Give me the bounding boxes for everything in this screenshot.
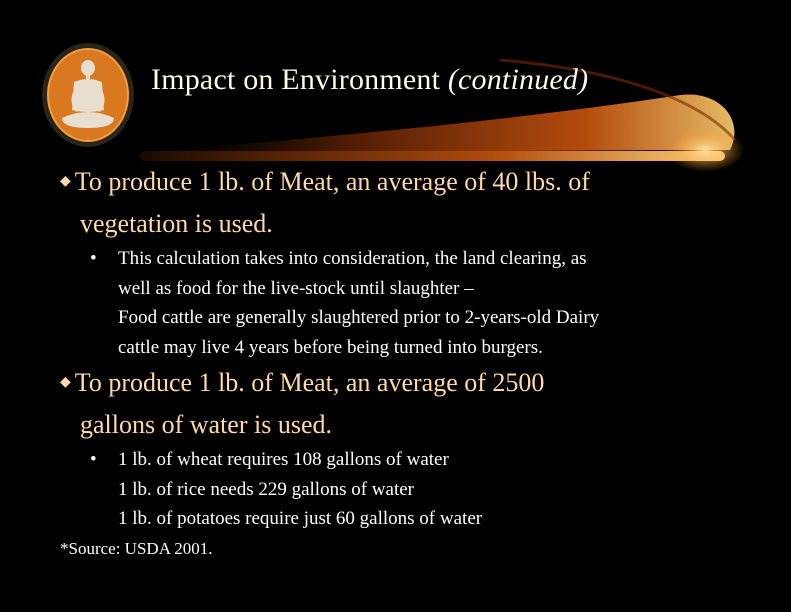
title-italic: (continued) xyxy=(447,63,589,96)
title-main: Impact on Environment xyxy=(151,63,448,96)
sub-line: 1 lb. of potatoes require just 60 gallon… xyxy=(118,508,483,529)
sub-bullet-item: • This calculation takes into considerati… xyxy=(90,244,599,362)
dot-bullet-icon: • xyxy=(90,449,97,470)
bullet-item: ◆ To produce 1 lb. of Meat, an average of… xyxy=(60,163,590,242)
source-note: *Source: USDA 2001. xyxy=(60,539,213,558)
bullet-line: vegetation is used. xyxy=(80,209,273,238)
sub-line: 1 lb. of wheat requires 108 gallons of w… xyxy=(118,449,449,470)
diamond-bullet-icon: ◆ xyxy=(60,375,71,390)
sub-bullet-item: • 1 lb. of wheat requires 108 gallons of … xyxy=(90,445,482,534)
diamond-bullet-icon: ◆ xyxy=(60,174,71,189)
bullet-line: gallons of water is used. xyxy=(80,410,333,439)
sub-line: This calculation takes into consideratio… xyxy=(118,248,587,269)
sub-line: 1 lb. of rice needs 229 gallons of water xyxy=(118,478,414,500)
sub-line: Food cattle are generally slaughtered pr… xyxy=(118,307,600,328)
bullet-line: To produce 1 lb. of Meat, an average of … xyxy=(74,368,545,397)
meditating-buddha-icon xyxy=(42,43,134,147)
bullet-line: To produce 1 lb. of Meat, an average of … xyxy=(74,167,590,196)
dot-bullet-icon: • xyxy=(90,248,97,269)
bullet-item: ◆ To produce 1 lb. of Meat, an average of… xyxy=(60,364,544,443)
sub-line: cattle may live 4 years before being tur… xyxy=(118,336,543,358)
sub-line: well as food for the live-stock until sl… xyxy=(118,277,474,299)
slide-title: Impact on Environment (continued) xyxy=(151,63,588,97)
